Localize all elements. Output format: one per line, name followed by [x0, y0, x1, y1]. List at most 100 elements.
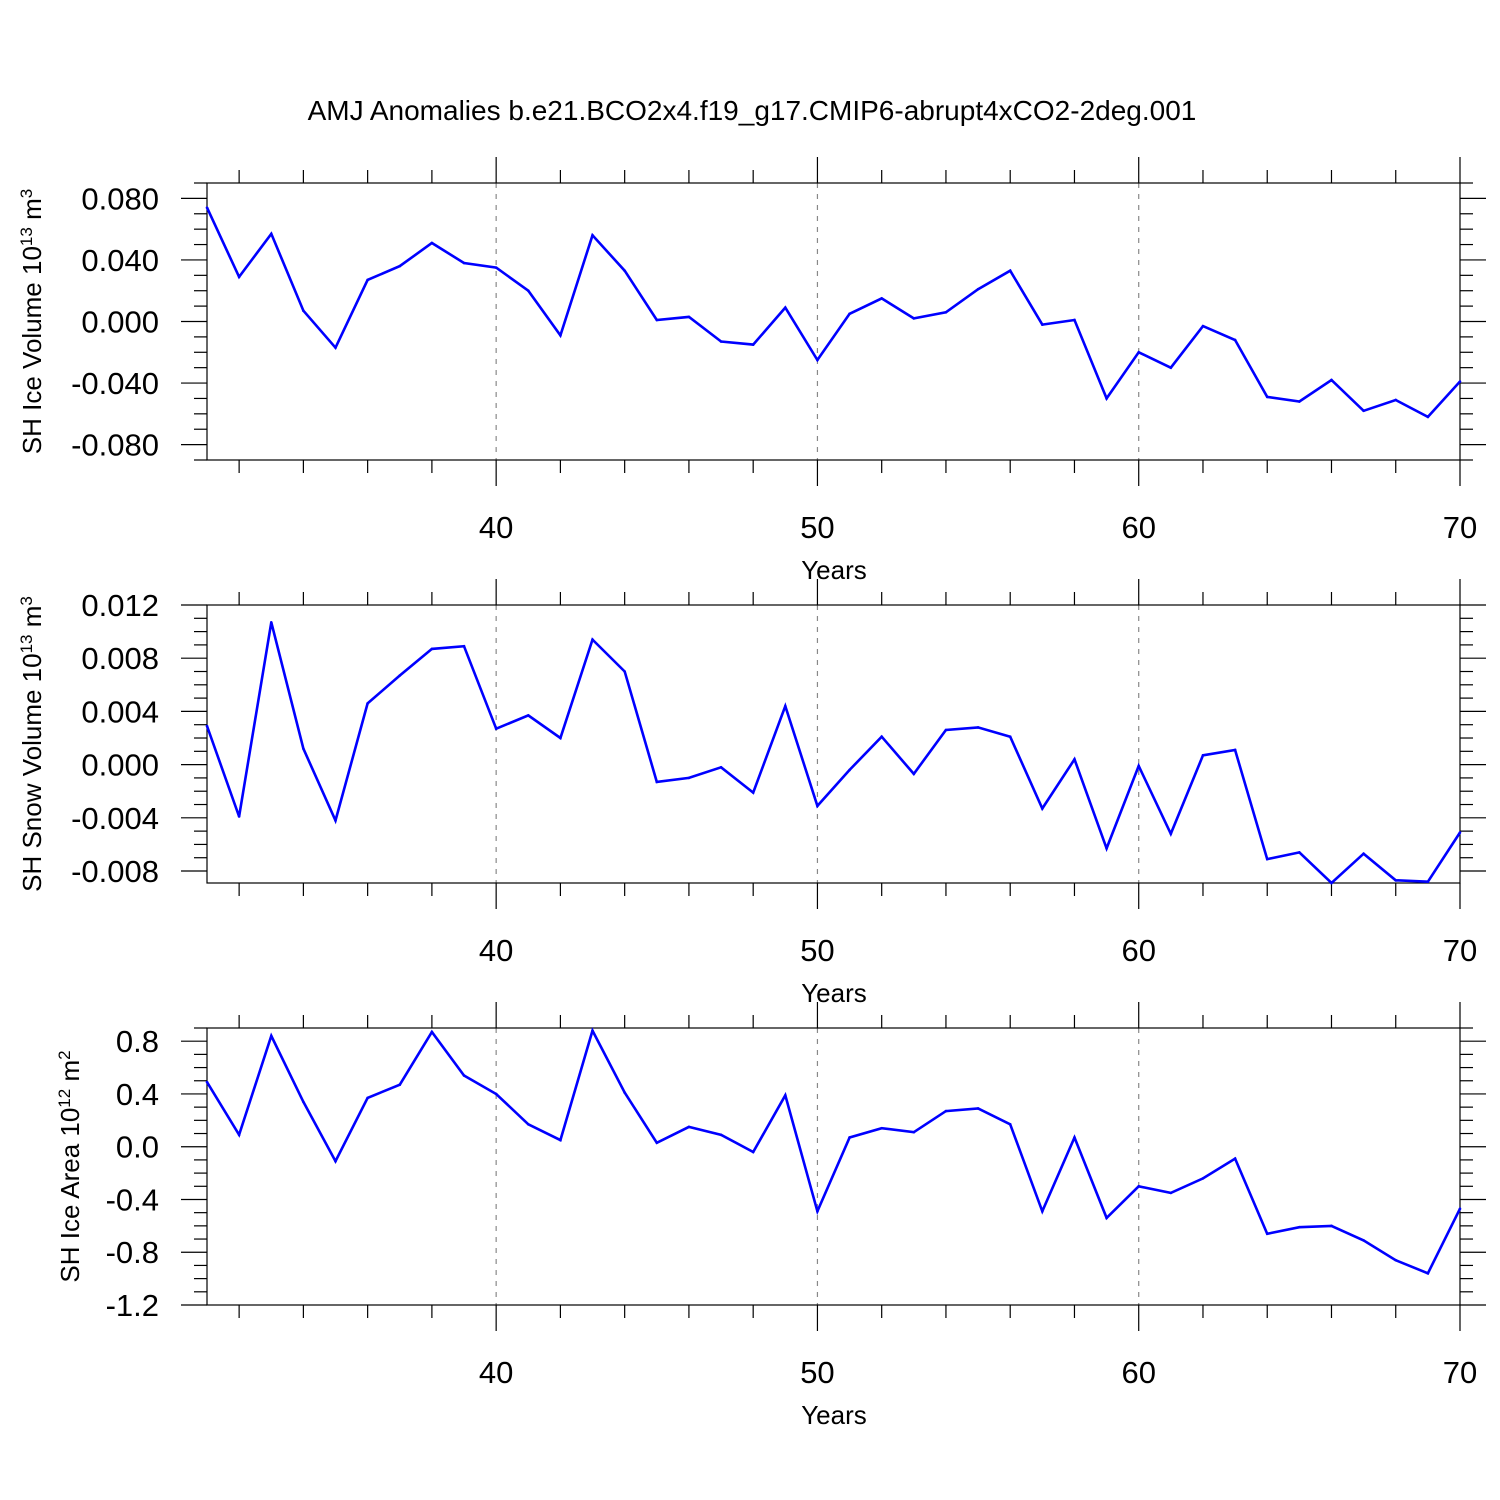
panel-2-data-point: [559, 736, 562, 740]
panel-1-data-point: [1362, 409, 1365, 413]
panel-3-data-point: [848, 1136, 851, 1139]
panel-2-x-tick-label: 60: [1121, 933, 1155, 968]
panel-1-y-tick-label: -0.040: [71, 366, 159, 401]
panel-2: 40 50 60 70 0.012 0.008 0.004 0.000 -0.004 -0.008…: [17, 579, 1486, 1008]
panel-3-data-point: [302, 1100, 305, 1104]
panel-1-data-point: [1265, 395, 1269, 399]
panel-3-y-axis-title-ylabel-exp: 12: [55, 1089, 74, 1108]
panel-1-data-point: [302, 309, 305, 313]
panel-3-data-point: [1265, 1232, 1269, 1236]
panel-2-y-axis-title-ylabel-unit: m: [17, 606, 47, 635]
panel-1-y-tick-label: -0.080: [71, 428, 159, 463]
panel-2-data-point: [1426, 880, 1430, 883]
panel-1-data-point: [623, 269, 626, 273]
panel-1-data-point: [751, 343, 755, 346]
panel-2-data-point: [784, 704, 787, 708]
panel-3-y-tick-label: -1.2: [106, 1288, 159, 1323]
panel-3-data-point: [430, 1030, 434, 1034]
panel-2-y-axis-title-ylabel: SH Snow Volume 10: [17, 653, 47, 891]
panel-2-y-tick-label: 0.004: [81, 694, 159, 729]
panel-1-y-tick-label: 0.040: [81, 243, 159, 278]
panel-1-y-tick-label: 0.000: [81, 305, 159, 340]
panel-1-data-point: [1137, 350, 1141, 354]
panel-1-data-point: [976, 287, 980, 291]
panel-1-data-point: [1330, 378, 1333, 382]
panel-3-x-tick-label: 60: [1121, 1355, 1155, 1390]
panel-2-data-point: [1201, 754, 1205, 757]
panel-1-data-point: [1041, 323, 1044, 326]
panel-2-data-point: [1073, 757, 1076, 761]
panel-3-data-point: [398, 1083, 402, 1087]
panel-1-data-point: [1073, 318, 1076, 322]
panel-1-data-point: [462, 261, 466, 265]
panel-3-y-axis-title: SH Ice Area 1012 m2: [55, 1050, 86, 1282]
panel-3-data-point: [976, 1107, 980, 1110]
panel-2-data-point: [751, 791, 755, 794]
panel-2-data-point: [1330, 881, 1333, 885]
panel-1-data-point: [1394, 398, 1398, 402]
panel-3-data-point: [944, 1109, 948, 1113]
figure-title: AMJ Anomalies b.e21.BCO2x4.f19_g17.CMIP6…: [308, 95, 1197, 126]
panels-container: 40 50 60 700.0800.0400.000-0.040-0.080Years…: [17, 157, 1486, 1430]
panel-2-data-point: [912, 772, 916, 776]
panel-1-data-point: [1458, 380, 1462, 383]
panel-2-plot-frame: [206, 604, 1461, 884]
panel-3-data-point: [526, 1122, 530, 1126]
panel-1-y-axis-title-ylabel-unit: m: [17, 198, 47, 227]
panel-3-data-point: [1362, 1239, 1365, 1242]
panel-2-y-tick-label: -0.008: [71, 854, 159, 889]
panel-1-data-point: [687, 315, 691, 319]
panel-2-data-point: [623, 670, 626, 673]
panel-3-data-point: [1073, 1136, 1076, 1139]
panel-2-data-point: [1169, 832, 1173, 836]
panel-3-y-tick-label: 0.8: [116, 1024, 159, 1059]
panel-3-data-point: [494, 1092, 498, 1096]
panel-3-data-point: [751, 1150, 755, 1154]
panel-3-data-point: [880, 1126, 883, 1130]
panel-2-y-axis-title-ylabel-unit-exp: 3: [17, 596, 36, 605]
panel-1-series-line: [205, 207, 1461, 419]
panel-3-data-point: [269, 1034, 273, 1038]
panel-1-data-point: [719, 340, 723, 343]
panel-1-data-point: [334, 346, 337, 349]
panel-3-y-tick-label: -0.8: [106, 1235, 159, 1270]
panel-1-y-tick-label: 0.080: [81, 181, 159, 216]
panel-2-data-point: [816, 804, 819, 808]
panel-2-data-point: [1265, 857, 1269, 861]
panel-3-data-point: [205, 1080, 209, 1084]
panel-3-data-point: [719, 1133, 723, 1137]
panel-3-data-point: [784, 1093, 787, 1097]
panel-2-data-point: [462, 644, 466, 648]
panel-2-data-point: [205, 724, 209, 728]
panel-3-data-point: [1298, 1225, 1301, 1229]
panel-3-data-point: [1426, 1272, 1430, 1275]
panel-3-data-point: [1394, 1258, 1398, 1262]
panel-1-x-axis-title: Years: [801, 555, 867, 585]
panel-2-data-point: [269, 620, 273, 624]
panel-1-data-point: [784, 306, 787, 309]
panel-3-data-point: [334, 1159, 337, 1163]
panel-2-data-point: [1041, 807, 1044, 810]
panel-1-data-point: [205, 206, 209, 209]
panel-2-y-tick-label: -0.004: [71, 801, 159, 836]
panel-3-data-point: [1105, 1216, 1108, 1220]
panel-2-y-tick-label: 0.008: [81, 641, 159, 676]
panel-2-data-point: [1298, 851, 1301, 854]
panel-1-data-point: [880, 297, 883, 300]
panel-3-series-line: [205, 1027, 1462, 1275]
panel-2-x-tick-label: 70: [1443, 933, 1477, 968]
panel-1-data-point: [559, 334, 562, 337]
panel-2-data-point: [526, 714, 530, 717]
panel-2-data-point: [1008, 735, 1012, 738]
panel-1-data-point: [526, 289, 530, 293]
panel-1-x-tick-label: 50: [800, 510, 834, 545]
panel-2-y-tick-label: 0.012: [81, 588, 159, 623]
panel-1-data-point: [398, 264, 402, 268]
panel-2-data-point: [848, 768, 851, 772]
panel-1-data-point: [1233, 338, 1237, 342]
panel-3-data-point: [816, 1210, 819, 1213]
panel-2-series-line: [205, 621, 1462, 885]
panel-2-data-point: [237, 815, 241, 818]
panel-3-data-point: [912, 1130, 916, 1134]
